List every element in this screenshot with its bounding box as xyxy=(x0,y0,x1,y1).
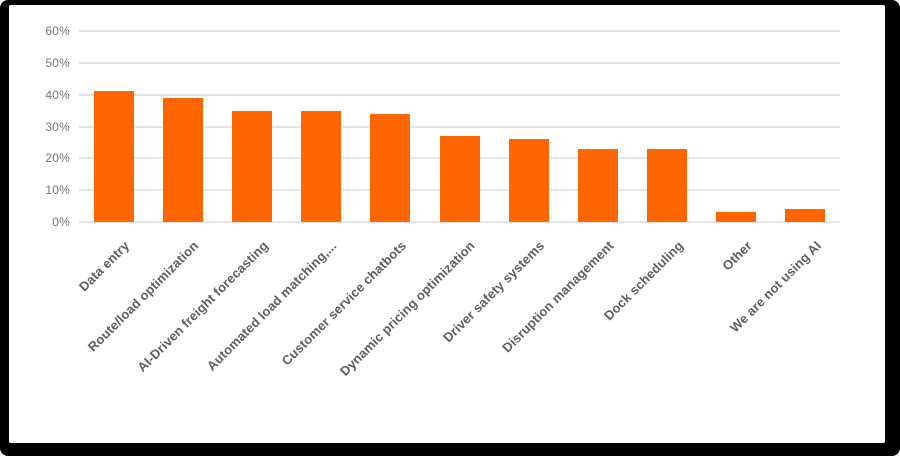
x-category-label: Customer service chatbots xyxy=(278,238,409,369)
bar xyxy=(716,212,757,222)
bar xyxy=(370,113,411,222)
bar xyxy=(93,91,134,222)
bar xyxy=(647,148,688,222)
gridline-0 xyxy=(79,221,840,223)
bar xyxy=(439,136,480,222)
gridline-50 xyxy=(79,61,840,64)
bar xyxy=(162,97,203,222)
x-category-label: Dynamic pricing optimization xyxy=(337,238,479,379)
gridline-30 xyxy=(79,125,840,128)
bar xyxy=(301,110,342,222)
x-category-label: Disruption management xyxy=(499,238,617,356)
x-category-label: Data entry xyxy=(75,238,133,295)
x-category-label: AI-Driven freight forecasting xyxy=(133,238,271,375)
bar xyxy=(785,209,826,222)
y-tick-label: 50% xyxy=(45,55,70,70)
y-tick-label: 10% xyxy=(45,183,70,198)
x-category-label: Automated load matching,... xyxy=(204,238,340,374)
bar xyxy=(508,139,549,222)
x-category-label: Other xyxy=(719,238,755,274)
gridline-60 xyxy=(79,30,840,32)
bar-chart: 0% 10% 20% 30% 40% 50% 60% Data entry Route/load… xyxy=(9,5,885,443)
gridline-40 xyxy=(79,93,840,96)
bar xyxy=(231,110,272,222)
y-tick-label: 60% xyxy=(45,24,70,38)
y-tick-label: 40% xyxy=(45,87,70,102)
y-tick-label: 30% xyxy=(45,119,70,134)
y-tick-label: 20% xyxy=(45,151,70,166)
bar xyxy=(577,148,618,222)
y-tick-label: 0% xyxy=(52,215,70,229)
